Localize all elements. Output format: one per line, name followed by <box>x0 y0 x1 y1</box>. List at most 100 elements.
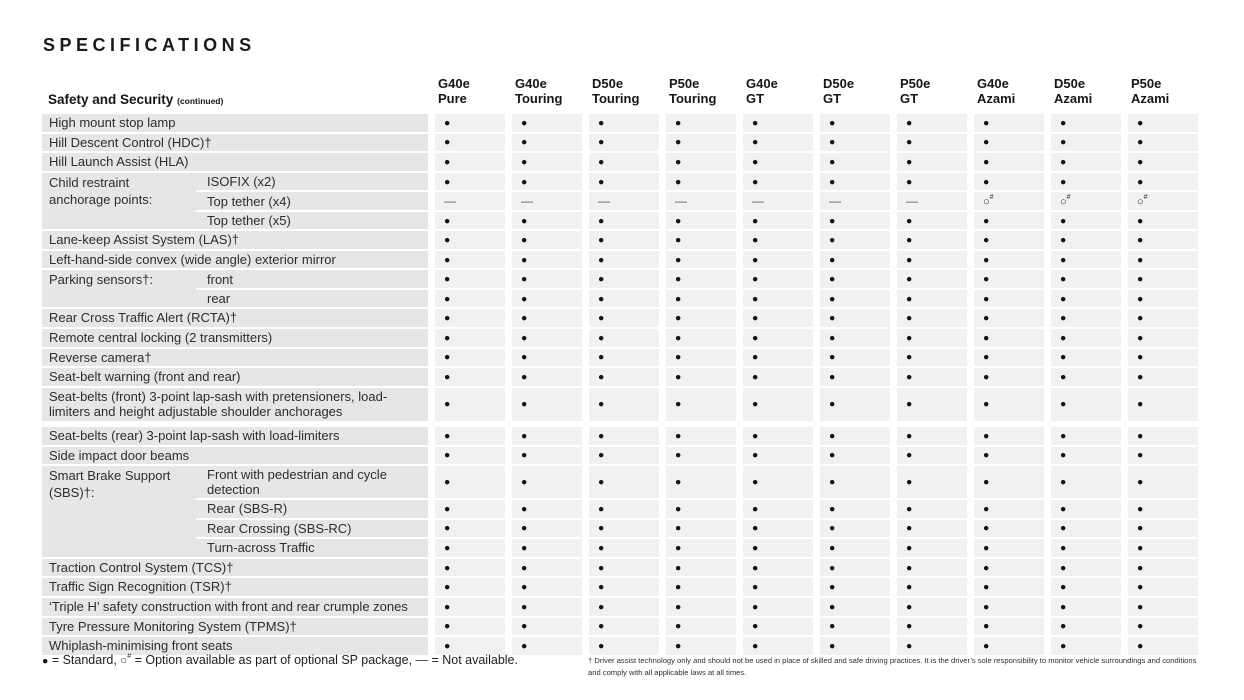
column-header: P50e GT <box>897 76 967 107</box>
spec-subrow: Front with pedestrian and cycle detectio… <box>196 466 1198 499</box>
standard-icon: ● <box>444 600 451 613</box>
spec-cell: — <box>512 192 582 210</box>
standard-icon: ● <box>1137 476 1144 489</box>
spec-cell: ● <box>512 387 582 422</box>
standard-icon: ● <box>752 351 759 364</box>
standard-icon: ● <box>444 214 451 227</box>
spec-cell: ● <box>435 578 505 596</box>
standard-icon: ● <box>1137 581 1144 594</box>
standard-icon: ● <box>983 136 990 149</box>
not-available-mark: — <box>675 194 687 209</box>
spec-cell: ● <box>666 617 736 636</box>
not-available-mark: — <box>415 653 428 667</box>
spec-cell: ● <box>666 558 736 577</box>
standard-icon: ● <box>983 351 990 364</box>
standard-icon: ● <box>1060 398 1067 411</box>
option-icon: ○# <box>1137 194 1148 209</box>
standard-icon: ● <box>1060 155 1067 168</box>
spec-cell: ● <box>666 578 736 596</box>
standard-icon: ● <box>829 581 836 594</box>
spec-cell: ● <box>743 133 813 152</box>
spec-cell: ● <box>820 153 890 171</box>
standard-icon: ● <box>598 561 605 574</box>
spec-subrow: rear ● ● ● ● ● ● ● ● ● ● <box>196 289 1198 308</box>
spec-row: Remote central locking (2 transmitters) ●… <box>42 329 1198 347</box>
spec-cell: ● <box>1128 578 1198 596</box>
spec-cell: ● <box>666 114 736 132</box>
standard-icon: ● <box>829 561 836 574</box>
spec-cell: ● <box>1128 309 1198 328</box>
standard-icon: ● <box>983 331 990 344</box>
standard-icon: ● <box>675 600 682 613</box>
standard-icon: ● <box>444 273 451 286</box>
standard-icon: ● <box>1060 234 1067 247</box>
standard-icon: ● <box>983 639 990 652</box>
spec-cell: ● <box>897 539 967 557</box>
spec-cell: ● <box>974 500 1044 518</box>
column-header: D50e Azami <box>1051 76 1121 107</box>
standard-icon: ● <box>521 351 528 364</box>
standard-icon: ● <box>675 116 682 129</box>
spec-cell: ● <box>820 387 890 422</box>
spec-cell: ● <box>974 211 1044 230</box>
spec-cell: ● <box>435 617 505 636</box>
spec-cell: ● <box>512 466 582 499</box>
standard-icon: ● <box>1060 371 1067 384</box>
standard-icon: ● <box>598 371 605 384</box>
spec-row: Left-hand-side convex (wide angle) exter… <box>42 250 1198 269</box>
spec-cell: ● <box>1051 270 1121 288</box>
spec-cell: ● <box>512 153 582 171</box>
standard-icon: ● <box>521 234 528 247</box>
spec-cell: ● <box>820 578 890 596</box>
spec-group-subrows: ISOFIX (x2) ● ● ● ● ● ● ● ● ● ● Top tether (x4) — — — —… <box>196 172 1198 230</box>
section-title: Safety and Security <box>48 92 174 107</box>
spec-sub-label: Top tether (x4) <box>196 192 428 210</box>
standard-icon: ● <box>521 214 528 227</box>
column-model: G40e <box>746 76 778 92</box>
spec-cell: ● <box>974 427 1044 445</box>
spec-cell: ● <box>589 466 659 499</box>
standard-icon: ● <box>598 175 605 188</box>
option-icon: ○# <box>120 653 132 667</box>
spec-cell: ● <box>666 368 736 386</box>
spec-cell: ● <box>589 637 659 655</box>
standard-icon: ● <box>752 561 759 574</box>
standard-icon: ● <box>829 253 836 266</box>
standard-icon: ● <box>675 214 682 227</box>
spec-cell: ● <box>666 387 736 422</box>
spec-cell: ● <box>1128 133 1198 152</box>
spec-cell: ● <box>974 597 1044 616</box>
section-label: Safety and Security (continued) <box>42 92 428 107</box>
spec-cell: ● <box>820 446 890 465</box>
spec-cell: ● <box>666 427 736 445</box>
standard-icon: ● <box>521 581 528 594</box>
standard-icon: ● <box>752 371 759 384</box>
spec-cell: ● <box>1051 348 1121 367</box>
standard-icon: ● <box>598 214 605 227</box>
standard-icon: ● <box>444 371 451 384</box>
spec-cell: — <box>666 192 736 210</box>
standard-icon: ● <box>829 541 836 554</box>
table-header-row: Safety and Security (continued) G40e Pure… <box>42 73 1198 107</box>
standard-icon: ● <box>1137 522 1144 535</box>
spec-cell: ● <box>435 270 505 288</box>
spec-cell: ● <box>1051 211 1121 230</box>
standard-icon: ● <box>598 234 605 247</box>
spec-cell: ● <box>589 250 659 269</box>
spec-sub-label: Turn-across Traffic <box>196 539 428 557</box>
standard-icon: ● <box>1060 449 1067 462</box>
spec-cell: ● <box>1051 539 1121 557</box>
standard-icon: ● <box>1137 561 1144 574</box>
legend-text: = Not available. <box>427 653 518 667</box>
spec-cell: ● <box>512 558 582 577</box>
standard-icon: ● <box>829 398 836 411</box>
standard-icon: ● <box>598 429 605 442</box>
standard-icon: ● <box>598 351 605 364</box>
spec-cell: ● <box>897 250 967 269</box>
spec-cell: ● <box>743 172 813 191</box>
standard-icon: ● <box>444 476 451 489</box>
standard-icon: ● <box>675 541 682 554</box>
spec-cell: ● <box>974 270 1044 288</box>
spec-subrow: Top tether (x4) — — — — — — — ○# ○# ○# <box>196 192 1198 210</box>
